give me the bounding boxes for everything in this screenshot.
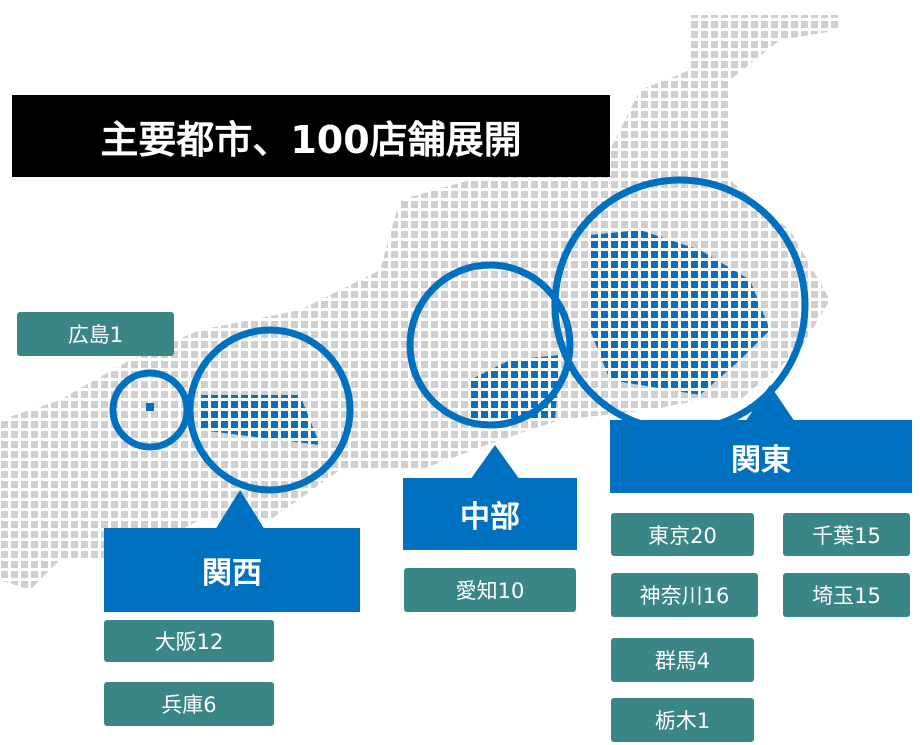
title: 主要都市、100店舗展開: [12, 95, 610, 177]
store-label: 栃木1: [611, 698, 754, 742]
store-label: 神奈川16: [611, 573, 758, 617]
store-label: 兵庫6: [104, 682, 274, 726]
kansai-dots: [200, 395, 320, 445]
store-label: 埼玉15: [783, 573, 910, 617]
store-label: 千葉15: [783, 513, 910, 556]
kansai-circle: [186, 326, 354, 494]
region-label: 関西: [104, 528, 360, 612]
store-label: 愛知10: [404, 568, 576, 612]
store-label: 群馬4: [611, 638, 754, 682]
chubu-dots: [470, 355, 560, 420]
store-label: 広島1: [17, 312, 174, 356]
hiroshima-dot: [146, 403, 154, 411]
store-label: 大阪12: [104, 620, 274, 662]
kanto-dots: [590, 230, 770, 395]
chubu-pointer: [470, 445, 520, 480]
kanto-pointer: [745, 385, 795, 422]
region-label: 中部: [403, 478, 577, 550]
store-label: 東京20: [611, 513, 754, 556]
chubu-circle: [406, 261, 574, 429]
kansai-pointer: [215, 490, 265, 530]
region-label: 関東: [610, 420, 912, 493]
